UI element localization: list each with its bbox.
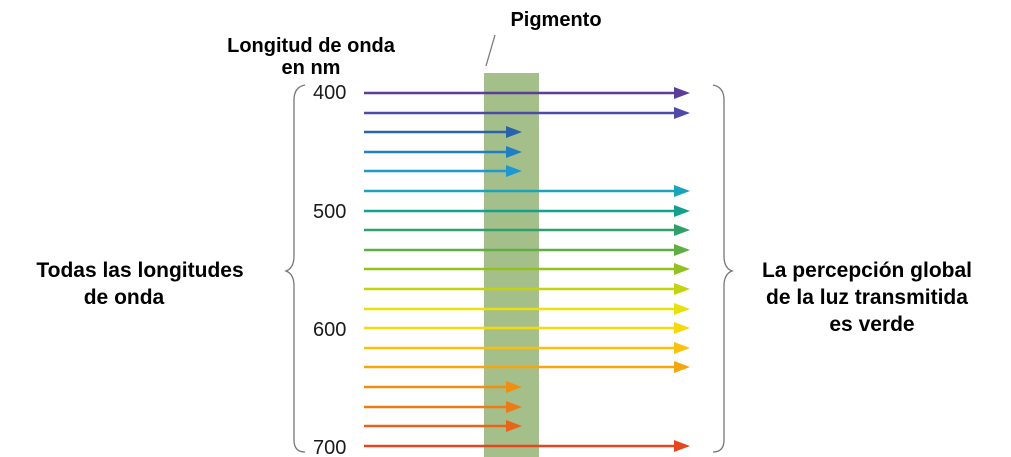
ray-arrowhead	[674, 342, 690, 354]
wavelength-title-line-1: Longitud de onda	[227, 35, 396, 57]
ray-arrowhead	[506, 420, 522, 432]
pigment-band	[484, 73, 539, 457]
ray-arrowhead	[674, 87, 690, 99]
left-label-line-1: Todas las longitudes	[36, 259, 243, 282]
tick-label-700: 700	[313, 437, 346, 457]
ray-arrowhead	[506, 381, 522, 393]
ray-arrowhead	[506, 401, 522, 413]
ray-arrowhead	[674, 205, 690, 217]
ray-arrowhead	[674, 440, 690, 452]
right-brace	[712, 84, 734, 453]
ray-arrowhead	[674, 322, 690, 334]
wavelength-rays	[364, 87, 690, 452]
ray-arrowhead	[506, 126, 522, 138]
ray-arrowhead	[674, 263, 690, 275]
tick-label-600: 600	[313, 319, 346, 341]
ray-arrowhead	[674, 224, 690, 236]
ray-arrowhead	[674, 107, 690, 119]
ray-arrowhead	[674, 303, 690, 315]
tick-label-400: 400	[313, 82, 346, 104]
tick-label-500: 500	[313, 201, 346, 223]
ray-arrowhead	[674, 361, 690, 373]
ray-arrowhead	[674, 283, 690, 295]
pigment-pointer-line	[485, 34, 496, 67]
ray-arrowhead	[674, 185, 690, 197]
right-label-line-1: La percepción global	[762, 259, 972, 282]
ray-arrowhead	[506, 146, 522, 158]
pigment-title: Pigmento	[510, 9, 601, 31]
ray-arrowhead	[506, 165, 522, 177]
wavelength-title-line-2: en nm	[282, 57, 341, 79]
left-brace	[284, 84, 306, 453]
left-label-line-2: de onda	[84, 286, 165, 309]
right-label-line-3: es verde	[829, 313, 914, 336]
ray-arrowhead	[674, 244, 690, 256]
right-label-line-2: de la luz transmitida	[766, 286, 968, 309]
